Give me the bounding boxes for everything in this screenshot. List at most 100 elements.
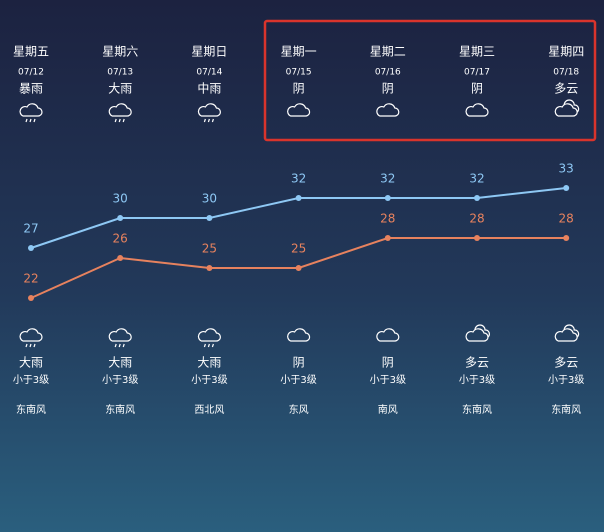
- icon-drop: [29, 343, 32, 348]
- icon-drop: [203, 343, 206, 348]
- temp-label: 32: [469, 172, 484, 186]
- temp-point: [295, 265, 302, 271]
- weather-icon: [108, 328, 132, 348]
- icon-cloud: [287, 328, 311, 342]
- temp-point: [206, 215, 213, 221]
- weather-icon: [554, 324, 580, 342]
- icon-cloud: [197, 103, 221, 117]
- day-name: 星期四: [548, 45, 584, 59]
- temp-point: [28, 295, 34, 301]
- temp-point: [563, 185, 570, 191]
- icon-drop: [203, 118, 206, 123]
- night-weather: 大雨: [19, 356, 43, 370]
- temp-label: 22: [23, 272, 38, 286]
- wind-direction: 西北风: [194, 404, 224, 416]
- icon-cloud: [376, 328, 400, 342]
- date: 07/13: [107, 68, 133, 78]
- wind-level: 小于3级: [191, 374, 227, 386]
- icon-drop: [211, 343, 214, 348]
- icon-drop: [211, 118, 214, 123]
- weather-icon: [19, 103, 43, 123]
- icon-back-cloud: [563, 324, 580, 338]
- day-name: 星期五: [13, 45, 49, 59]
- day-weather: 阴: [293, 82, 305, 96]
- icon-drop: [29, 118, 32, 123]
- temp-label: 32: [380, 172, 395, 186]
- icon-cloud: [465, 328, 489, 342]
- day-name: 星期日: [191, 45, 227, 59]
- icon-drop: [207, 118, 210, 123]
- date: 07/15: [286, 68, 312, 78]
- wind-direction: 东南风: [551, 403, 581, 416]
- temp-point: [28, 245, 34, 251]
- day-name: 星期二: [370, 45, 406, 59]
- wind-level: 小于3级: [280, 374, 316, 386]
- icon-back-cloud: [474, 324, 490, 338]
- temp-label: 27: [23, 222, 38, 236]
- icon-drop: [25, 118, 28, 123]
- temp-label: 26: [113, 232, 128, 246]
- day-weather: 中雨: [197, 81, 221, 96]
- day-name: 星期六: [102, 45, 138, 59]
- icon-drop: [118, 343, 121, 348]
- weather-icon: [376, 103, 400, 117]
- icon-back-cloud: [563, 99, 580, 113]
- weather-icon: [19, 328, 43, 348]
- weather-icon: [376, 328, 400, 342]
- icon-cloud: [287, 103, 311, 117]
- night-weather: 阴: [382, 356, 394, 370]
- temp-point: [563, 235, 570, 241]
- night-weather: 阴: [293, 356, 305, 370]
- wind-level: 小于3级: [13, 374, 49, 386]
- date: 07/16: [375, 68, 401, 78]
- icon-drop: [122, 118, 125, 123]
- wind-direction: 东南风: [16, 403, 46, 416]
- icon-cloud: [197, 328, 221, 342]
- icon-drop: [207, 343, 210, 348]
- temp-point: [295, 195, 302, 201]
- icon-drop: [114, 118, 117, 123]
- temp-label: 33: [559, 162, 574, 176]
- temp-label: 25: [202, 242, 217, 256]
- weather-icon: [197, 328, 221, 348]
- wind-direction: 东南风: [105, 403, 135, 416]
- date: 07/17: [464, 68, 490, 78]
- temp-point: [384, 235, 391, 241]
- weather-icon: [554, 99, 580, 117]
- temp-point: [206, 265, 213, 271]
- wind-direction: 南风: [378, 403, 398, 416]
- wind-level: 小于3级: [548, 374, 584, 386]
- temp-point: [384, 195, 391, 201]
- icon-drop: [25, 343, 28, 348]
- weather-icon: [108, 103, 132, 123]
- weather-icon: [197, 103, 221, 123]
- icon-cloud: [554, 103, 578, 117]
- icon-cloud: [108, 328, 132, 342]
- icon-drop: [33, 118, 36, 123]
- night-weather: 多云: [554, 356, 578, 370]
- temp-label: 28: [469, 212, 484, 226]
- wind-level: 小于3级: [370, 374, 406, 386]
- icon-drop: [122, 343, 125, 348]
- wind-direction: 东南风: [462, 403, 492, 416]
- weather-icon: [465, 324, 490, 342]
- day-name: 星期三: [459, 45, 495, 59]
- icon-cloud: [554, 328, 578, 342]
- temp-point: [117, 215, 124, 221]
- temp-label: 30: [113, 192, 128, 206]
- temp-point: [474, 235, 480, 241]
- day-weather: 暴雨: [19, 82, 43, 96]
- icon-cloud: [465, 103, 489, 117]
- weather-icon: [287, 103, 311, 117]
- icon-drop: [33, 343, 36, 348]
- night-weather: 大雨: [108, 356, 132, 370]
- day-weather: 阴: [382, 82, 394, 96]
- weather-icon: [287, 328, 311, 342]
- date: 07/18: [553, 68, 579, 78]
- icon-cloud: [19, 328, 43, 342]
- wind-direction: 东风: [289, 403, 309, 416]
- icon-cloud: [376, 103, 400, 117]
- wind-level: 小于3级: [102, 374, 138, 386]
- temp-point: [117, 255, 124, 261]
- day-name: 星期一: [281, 45, 317, 59]
